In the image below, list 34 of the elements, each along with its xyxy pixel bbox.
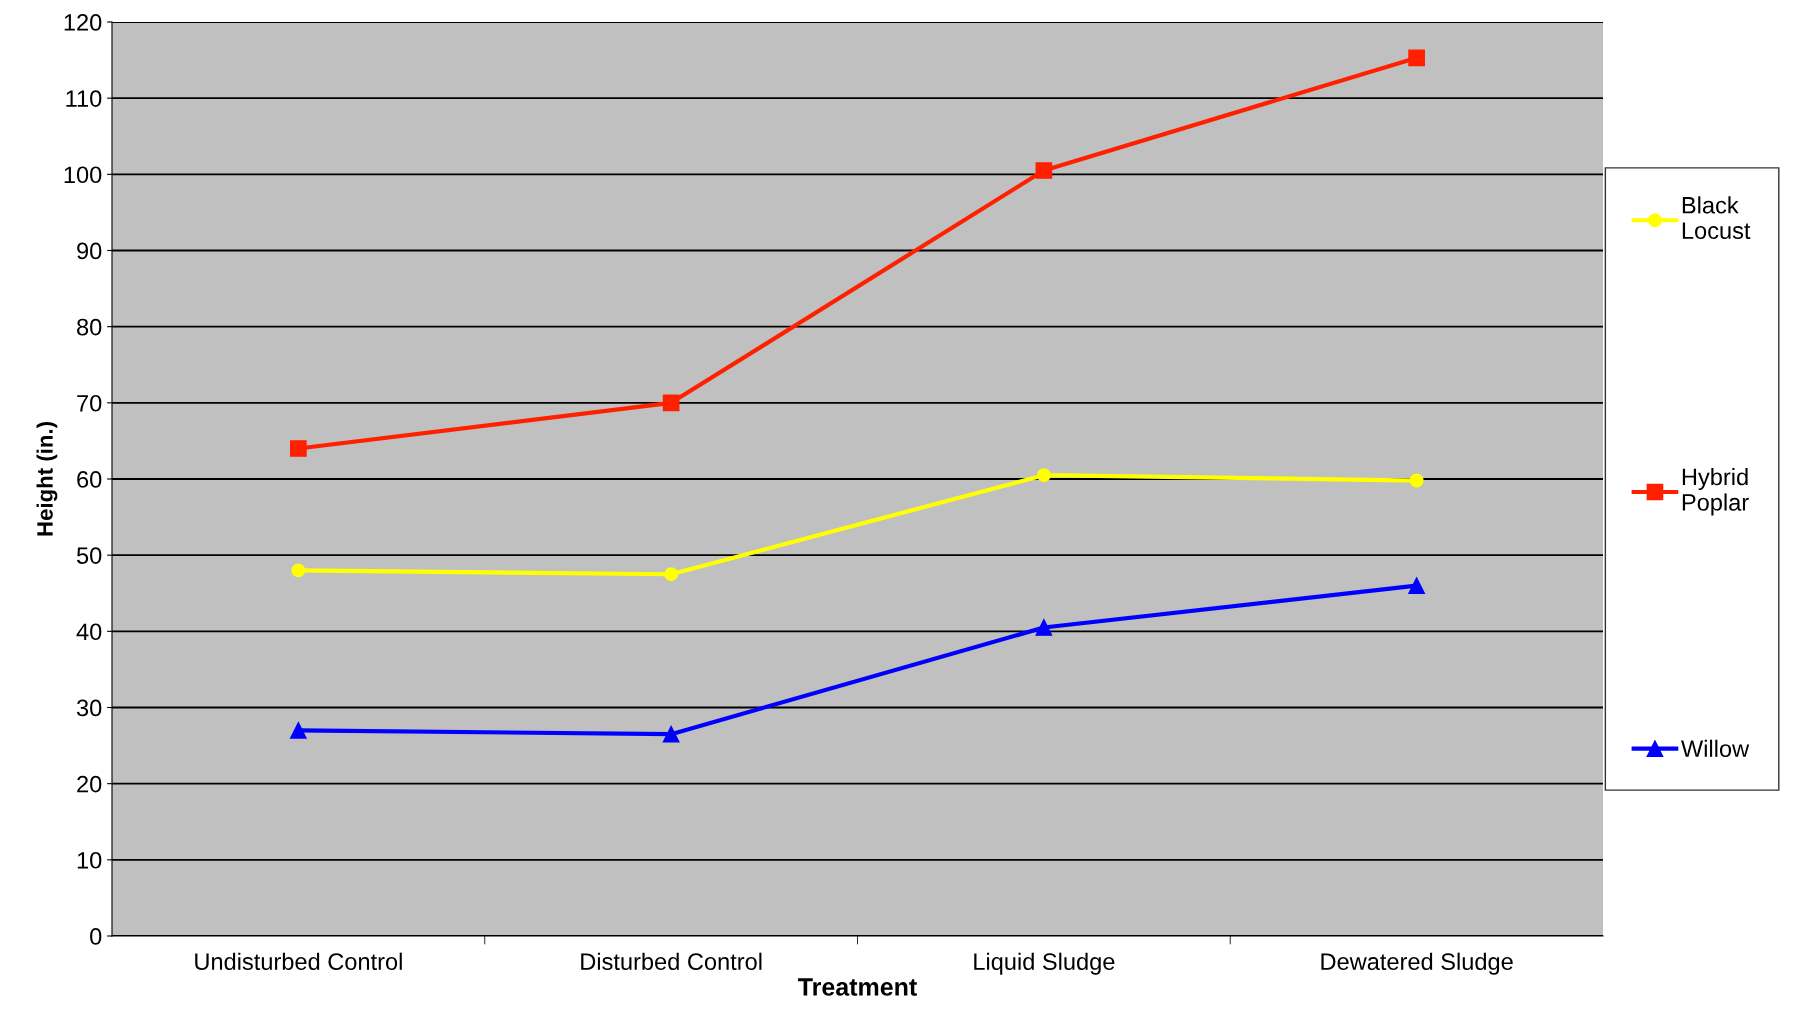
point: [1408, 49, 1425, 67]
legend-label: Hybrid Poplar: [1682, 467, 1749, 516]
y-tick-label: 50: [76, 547, 102, 564]
y-tick-label: 70: [77, 394, 102, 412]
y-tick-label: 80: [77, 318, 102, 336]
point: [1409, 473, 1424, 488]
y-tick-label: 60: [77, 471, 102, 488]
x-tick-label: Undisturbed Control: [195, 952, 402, 971]
y-tick-label: 120: [64, 14, 102, 31]
x-tick-label: Liquid Sludge: [974, 952, 1115, 975]
point: [1036, 468, 1051, 483]
y-tick-label: 90: [77, 242, 102, 260]
y-tick-label: 100: [64, 166, 102, 184]
y-tick-label: 20: [77, 775, 102, 793]
point: [662, 725, 680, 743]
y-tick-label: 40: [76, 623, 102, 641]
y-tick-label: 110: [66, 90, 102, 107]
point: [291, 563, 306, 578]
point: [1035, 619, 1053, 636]
point: [1408, 577, 1425, 594]
point: [290, 722, 307, 739]
x-tick-label: Disturbed Control: [581, 952, 762, 971]
point: [1035, 162, 1053, 179]
x-axis-title: Treatment: [798, 978, 917, 996]
y-axis-title: Height (in.): [36, 422, 58, 536]
x-tick-label: Dewatered Sludge: [1321, 952, 1513, 975]
point: [290, 440, 307, 457]
y-tick-label: 10: [77, 851, 102, 869]
y-tick-label: 30: [76, 699, 102, 717]
legend-label: Black Locust: [1682, 196, 1751, 240]
legend-label: Willow: [1681, 739, 1750, 758]
y-tick-label: 0: [90, 928, 102, 945]
point: [664, 567, 679, 582]
point: [662, 394, 680, 412]
